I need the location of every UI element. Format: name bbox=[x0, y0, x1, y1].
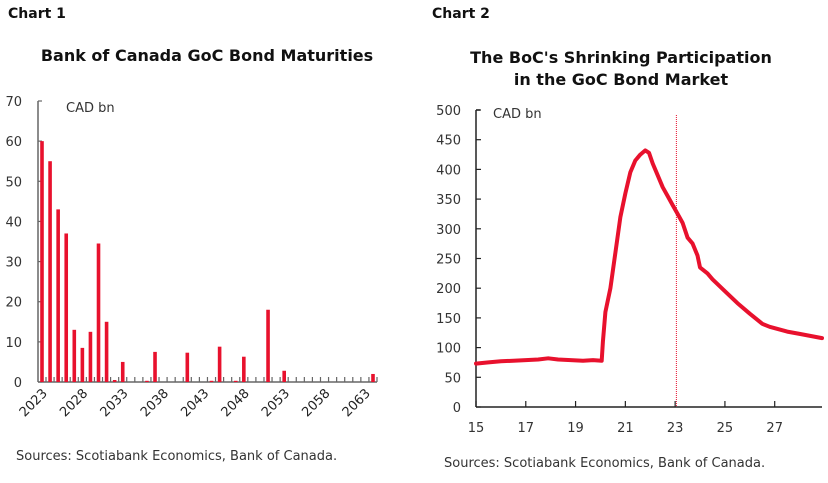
y-tick-label: 450 bbox=[436, 134, 461, 149]
x-tick-label: 2053 bbox=[259, 386, 293, 420]
y-tick-label: 70 bbox=[5, 95, 22, 110]
x-tick-label: 2033 bbox=[98, 386, 132, 420]
x-tick-label: 2038 bbox=[138, 386, 172, 420]
y-tick-label: 150 bbox=[436, 312, 461, 327]
bar bbox=[64, 233, 69, 382]
x-tick-label: 2023 bbox=[17, 386, 51, 420]
x-tick-label: 17 bbox=[518, 421, 535, 436]
x-tick-label: 2043 bbox=[178, 386, 212, 420]
x-tick-label: 15 bbox=[468, 421, 485, 436]
x-tick-label: 25 bbox=[717, 421, 734, 436]
y-tick-label: 0 bbox=[14, 376, 22, 391]
chart-1-source: Sources: Scotiabank Economics, Bank of C… bbox=[16, 449, 338, 464]
series-line bbox=[474, 148, 824, 366]
bar bbox=[371, 373, 375, 382]
bar bbox=[145, 380, 149, 382]
y-tick-label: 250 bbox=[436, 253, 461, 268]
bar bbox=[72, 329, 77, 382]
y-tick-label: 100 bbox=[436, 342, 461, 357]
bar bbox=[282, 370, 286, 382]
bar bbox=[153, 351, 157, 382]
bar bbox=[96, 243, 101, 382]
bar bbox=[233, 380, 238, 382]
y-tick-label: 350 bbox=[436, 193, 461, 208]
x-tick-label: 21 bbox=[617, 421, 634, 436]
chart-1-label: Chart 1 bbox=[8, 6, 66, 22]
bar bbox=[217, 346, 222, 382]
x-tick-label: 2058 bbox=[299, 386, 333, 420]
bar bbox=[209, 380, 214, 382]
bar bbox=[80, 347, 85, 382]
y-tick-label: 50 bbox=[444, 371, 461, 386]
y-tick-label: 200 bbox=[436, 282, 461, 297]
y-tick-label: 50 bbox=[5, 175, 22, 190]
chart-2-title-line-1: The BoC's Shrinking Participation bbox=[470, 48, 772, 67]
y-tick-label: 0 bbox=[453, 401, 461, 416]
chart-2-label: Chart 2 bbox=[432, 6, 490, 22]
unit-label: CAD bn bbox=[66, 101, 115, 116]
y-tick-label: 60 bbox=[5, 135, 22, 150]
x-tick-label: 27 bbox=[766, 421, 783, 436]
bar bbox=[266, 309, 270, 382]
y-tick-label: 300 bbox=[436, 223, 461, 238]
x-tick-label: 23 bbox=[667, 421, 684, 436]
y-tick-label: 40 bbox=[5, 215, 22, 230]
y-tick-label: 10 bbox=[5, 336, 22, 351]
chart-1-title: Bank of Canada GoC Bond Maturities bbox=[40, 46, 374, 65]
y-tick-label: 400 bbox=[436, 163, 461, 178]
bar bbox=[104, 321, 109, 382]
y-tick-label: 500 bbox=[436, 104, 461, 119]
chart-2-title-line-2: in the GoC Bond Market bbox=[513, 70, 729, 89]
chart-2-source: Sources: Scotiabank Economics, Bank of C… bbox=[444, 456, 766, 471]
x-tick-label: 19 bbox=[567, 421, 584, 436]
bar bbox=[120, 361, 125, 382]
x-tick-label: 2048 bbox=[219, 386, 253, 420]
chart-2-title: The BoC's Shrinking Participation in the… bbox=[414, 47, 828, 91]
y-tick-label: 30 bbox=[5, 256, 22, 271]
unit-label: CAD bn bbox=[493, 107, 542, 122]
bar bbox=[48, 161, 52, 382]
x-tick-label: 2063 bbox=[340, 386, 374, 420]
bar bbox=[242, 356, 246, 382]
bar bbox=[56, 209, 60, 382]
bar bbox=[40, 141, 44, 382]
y-tick-label: 20 bbox=[5, 296, 22, 311]
bar bbox=[88, 331, 93, 382]
bar bbox=[185, 352, 190, 382]
chart-2-plot: 0 50 100 150 200 250 300 350 400 450 500 CAD bn 15 17… bbox=[436, 104, 824, 436]
x-tick-label: 2028 bbox=[57, 386, 91, 420]
bar bbox=[112, 379, 117, 382]
